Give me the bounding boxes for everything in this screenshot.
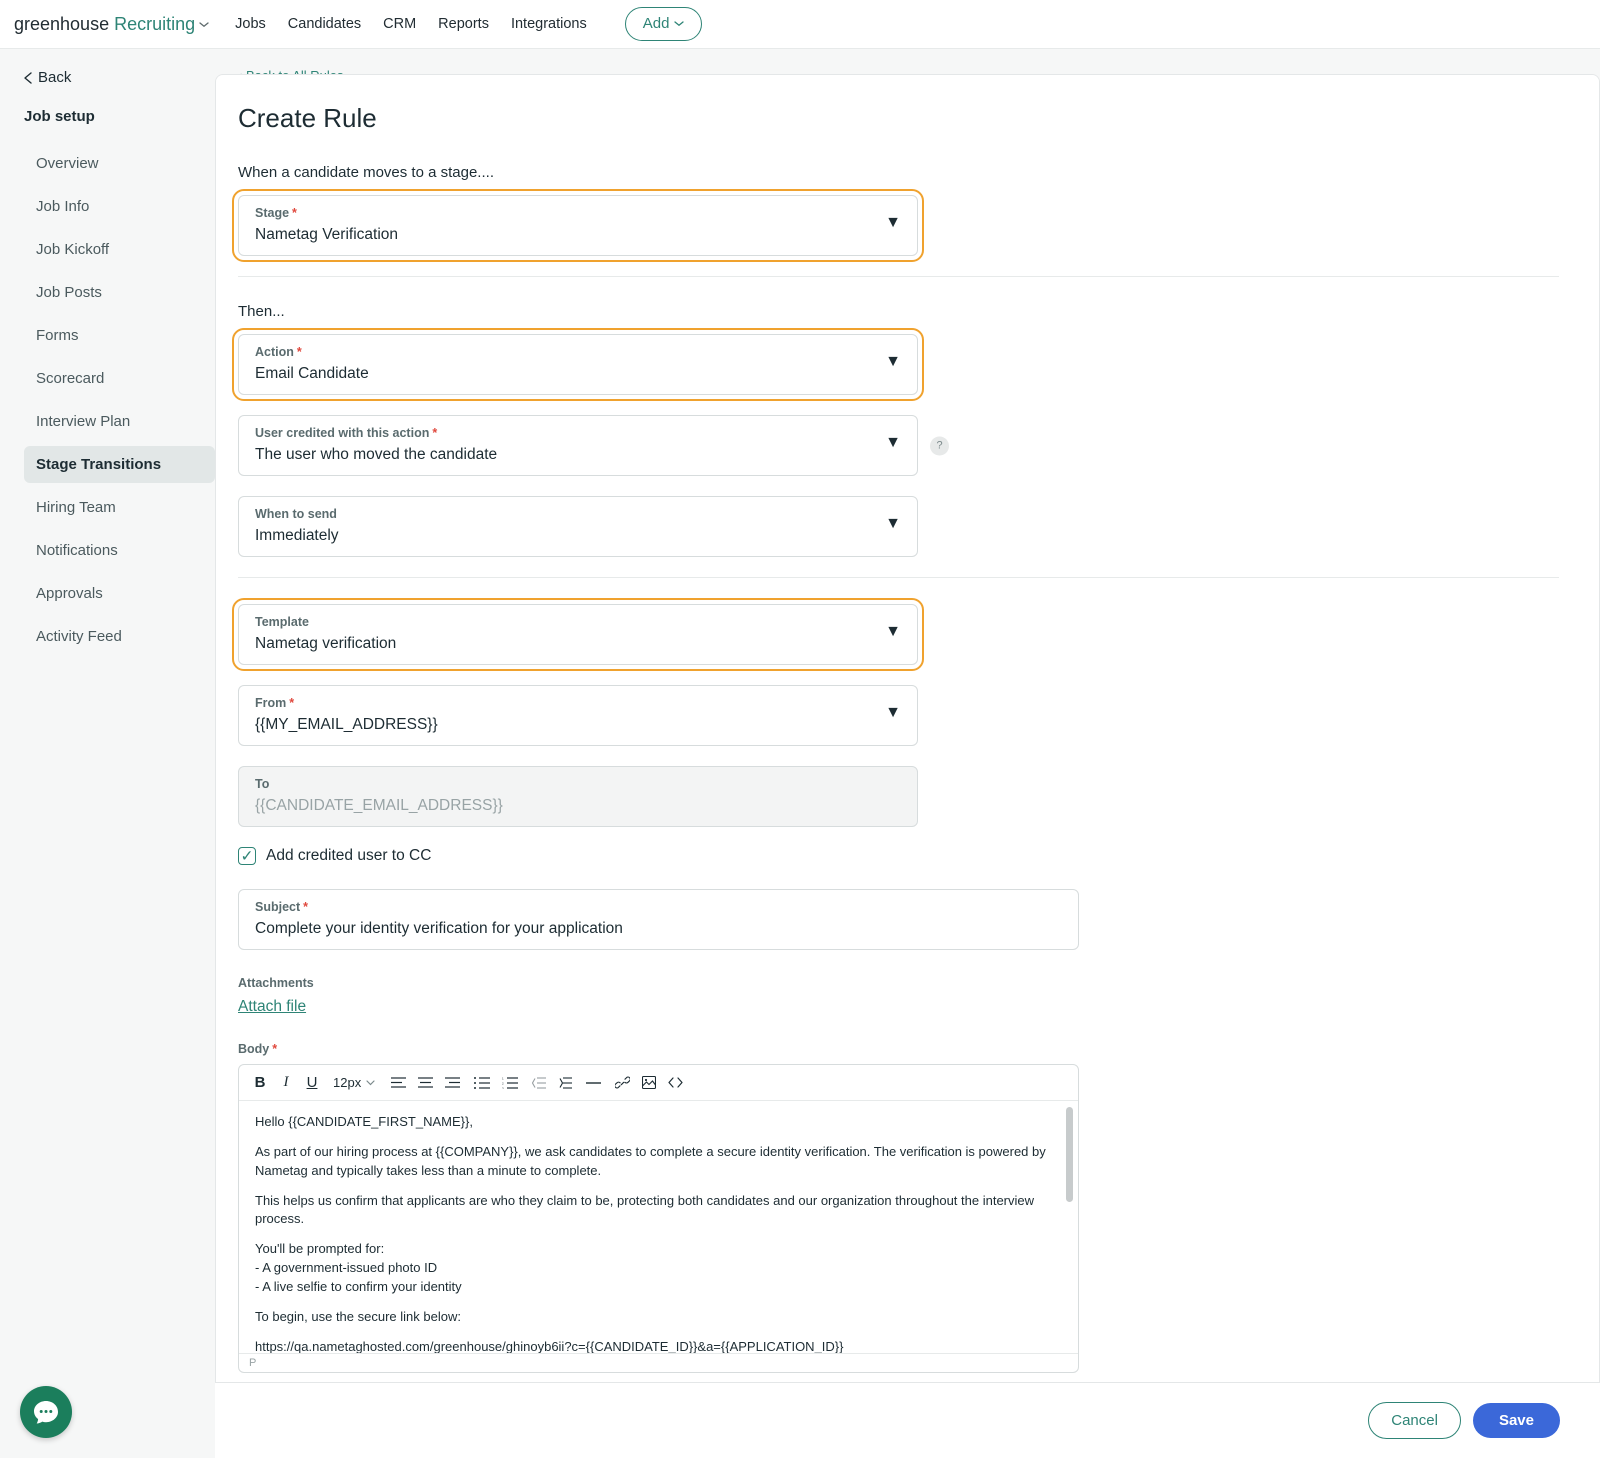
svg-text:1: 1	[502, 1077, 504, 1081]
svg-text:2: 2	[502, 1081, 504, 1085]
svg-text:3: 3	[502, 1086, 504, 1089]
